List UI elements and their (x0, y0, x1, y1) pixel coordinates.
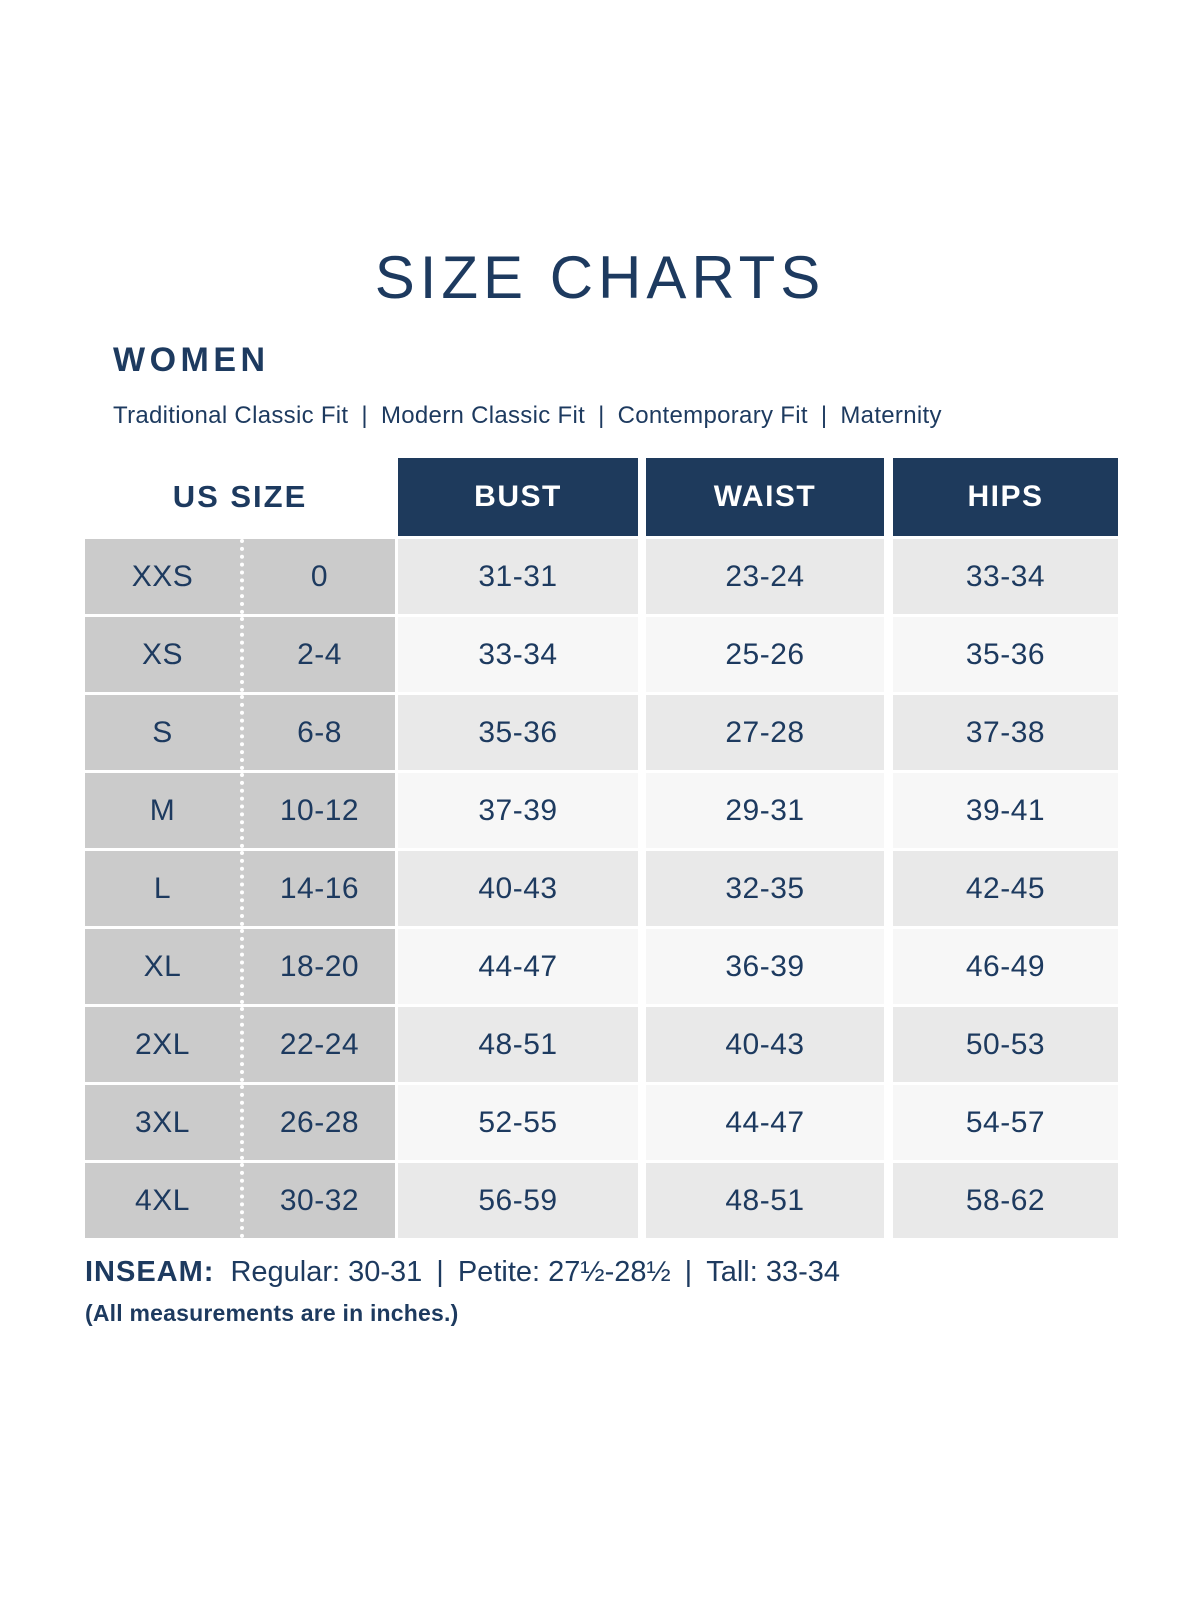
size-label-cell: XXS (85, 539, 240, 614)
waist-cell: 48-51 (646, 1163, 884, 1238)
size-label-cell: M (85, 773, 240, 848)
fit-separator: | (598, 402, 605, 429)
fit-list: Traditional Classic Fit | Modern Classic F… (113, 402, 942, 430)
hips-cell: 54-57 (893, 1085, 1118, 1160)
bust-cell: 40-43 (398, 851, 638, 926)
size-label-cell: XS (85, 617, 240, 692)
size-label-cell: 4XL (85, 1163, 240, 1238)
size-label-cell: XL (85, 929, 240, 1004)
column-header-waist: WAIST (646, 458, 884, 536)
inseam-separator: | (684, 1256, 693, 1288)
table-row: 2XL 22-24 48-51 40-43 50-53 (85, 1007, 1118, 1082)
inseam-options: Regular: 30-31 | Petite: 27½-28½ | Tall: 33-… (230, 1256, 840, 1288)
bust-cell: 44-47 (398, 929, 638, 1004)
size-label-cell: 3XL (85, 1085, 240, 1160)
fit-option: Maternity (840, 402, 942, 429)
waist-cell: 27-28 (646, 695, 884, 770)
measurements-footnote: (All measurements are in inches.) (85, 1300, 459, 1326)
table-row: S 6-8 35-36 27-28 37-38 (85, 695, 1118, 770)
waist-cell: 32-35 (646, 851, 884, 926)
waist-cell: 25-26 (646, 617, 884, 692)
inseam-option-name: Regular: (230, 1256, 349, 1288)
hips-cell: 46-49 (893, 929, 1118, 1004)
fit-option: Traditional Classic Fit (113, 402, 349, 429)
inseam-option-value: 27½-28½ (548, 1256, 671, 1288)
hips-cell: 58-62 (893, 1163, 1118, 1238)
inseam-option-value: 33-34 (765, 1256, 841, 1288)
inseam-separator: | (436, 1256, 444, 1288)
fit-separator: | (361, 402, 368, 429)
bust-cell: 52-55 (398, 1085, 638, 1160)
bust-cell: 48-51 (398, 1007, 638, 1082)
table-row: XXS 0 31-31 23-24 33-34 (85, 539, 1118, 614)
us-size-cell: 26-28 (240, 1085, 395, 1160)
us-size-cell: 14-16 (240, 851, 395, 926)
hips-cell: 33-34 (893, 539, 1118, 614)
column-header-us-size: US SIZE (85, 458, 395, 536)
bust-cell: 31-31 (398, 539, 638, 614)
size-table: US SIZE BUST WAIST HIPS XXS 0 31-31 23-24 33… (85, 458, 1118, 1241)
fit-option: Contemporary Fit (617, 402, 808, 429)
table-header-row: US SIZE BUST WAIST HIPS (85, 458, 1118, 536)
waist-cell: 40-43 (646, 1007, 884, 1082)
waist-cell: 44-47 (646, 1085, 884, 1160)
page-title: SIZE CHARTS (374, 244, 826, 311)
waist-cell: 36-39 (646, 929, 884, 1004)
table-row: M 10-12 37-39 29-31 39-41 (85, 773, 1118, 848)
inseam-option-name: Petite: (457, 1256, 549, 1288)
us-size-cell: 18-20 (240, 929, 395, 1004)
section-heading-women: WOMEN (113, 341, 270, 379)
bust-cell: 37-39 (398, 773, 638, 848)
bust-cell: 56-59 (398, 1163, 638, 1238)
inseam-label: INSEAM: (85, 1256, 215, 1288)
us-size-cell: 10-12 (240, 773, 395, 848)
size-table-body: XXS 0 31-31 23-24 33-34 XS 2-4 33-34 25-26 35-36 S… (85, 539, 1118, 1238)
waist-cell: 23-24 (646, 539, 884, 614)
inseam-option-value: 30-31 (348, 1256, 423, 1288)
table-row: XS 2-4 33-34 25-26 35-36 (85, 617, 1118, 692)
table-row: L 14-16 40-43 32-35 42-45 (85, 851, 1118, 926)
inseam-option-name: Tall: (706, 1256, 766, 1288)
table-row: XL 18-20 44-47 36-39 46-49 (85, 929, 1118, 1004)
column-header-hips: HIPS (893, 458, 1118, 536)
inseam-line: INSEAM: Regular: 30-31 | Petite: 27½-28½ | Ta… (85, 1256, 840, 1289)
hips-cell: 35-36 (893, 617, 1118, 692)
fit-separator: | (820, 402, 828, 429)
waist-cell: 29-31 (646, 773, 884, 848)
hips-cell: 50-53 (893, 1007, 1118, 1082)
hips-cell: 37-38 (893, 695, 1118, 770)
bust-cell: 35-36 (398, 695, 638, 770)
fit-option: Modern Classic Fit (380, 402, 586, 429)
table-row: 4XL 30-32 56-59 48-51 58-62 (85, 1163, 1118, 1238)
hips-cell: 39-41 (893, 773, 1118, 848)
size-label-cell: 2XL (85, 1007, 240, 1082)
us-size-cell: 6-8 (240, 695, 395, 770)
us-size-cell: 0 (240, 539, 395, 614)
us-size-cell: 2-4 (240, 617, 395, 692)
size-label-cell: L (85, 851, 240, 926)
us-size-cell: 22-24 (240, 1007, 395, 1082)
hips-cell: 42-45 (893, 851, 1118, 926)
bust-cell: 33-34 (398, 617, 638, 692)
table-row: 3XL 26-28 52-55 44-47 54-57 (85, 1085, 1118, 1160)
size-label-cell: S (85, 695, 240, 770)
column-header-bust: BUST (398, 458, 638, 536)
us-size-cell: 30-32 (240, 1163, 395, 1238)
